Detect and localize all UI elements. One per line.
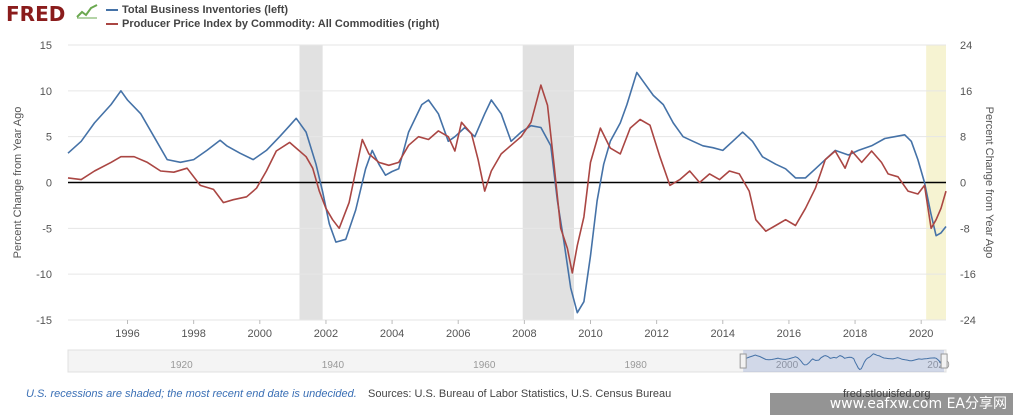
right-tick-label: -8 [960, 223, 970, 235]
x-tick-label: 2018 [843, 328, 867, 340]
navigator-series [743, 353, 945, 371]
legend-item[interactable]: Producer Price Index by Commodity: All C… [106, 17, 439, 31]
right-tick-label: 16 [960, 86, 972, 98]
left-tick-label: -10 [36, 269, 52, 281]
legend-swatch-ppi [106, 23, 118, 25]
sources-text: Sources: U.S. Bureau of Labor Statistics… [368, 388, 672, 400]
right-tick-label: -24 [960, 315, 976, 327]
x-tick-label: 2000 [248, 328, 272, 340]
series-line-inventories[interactable] [67, 71, 947, 314]
navigator-label: 1960 [473, 360, 496, 371]
right-tick-label: 8 [960, 132, 966, 144]
legend-label-inventories: Total Business Inventories (left) [122, 4, 289, 16]
x-tick-label: 2010 [578, 328, 602, 340]
x-tick-label: 2004 [380, 328, 404, 340]
chart-legend: Total Business Inventories (left) Produc… [106, 3, 439, 31]
recession-note: U.S. recessions are shaded; the most rec… [26, 388, 357, 400]
navigator-label: 2000 [776, 360, 799, 371]
navigator-label: 1980 [625, 360, 648, 371]
series-line-ppi[interactable] [67, 84, 947, 274]
left-tick-label: -5 [42, 223, 52, 235]
left-tick-label: 5 [46, 132, 52, 144]
navigator-label: 1940 [322, 360, 345, 371]
right-axis-title: Percent Change from Year Ago [983, 107, 995, 259]
chart-header: FRED Total Business Inventories (left) P… [0, 0, 1013, 34]
left-tick-label: 10 [40, 86, 52, 98]
fred-chart-icon [76, 4, 98, 19]
right-tick-label: 0 [960, 178, 966, 190]
legend-label-ppi: Producer Price Index by Commodity: All C… [122, 18, 440, 30]
x-tick-label: 2014 [711, 328, 735, 340]
left-axis-title: Percent Change from Year Ago [12, 107, 24, 259]
x-tick-label: 1996 [115, 328, 139, 340]
navigator-label: 1920 [170, 360, 193, 371]
x-tick-label: 2002 [314, 328, 338, 340]
navigator-handle-left[interactable] [739, 353, 747, 369]
legend-item[interactable]: Total Business Inventories (left) [106, 3, 439, 17]
x-tick-label: 1998 [181, 328, 205, 340]
x-tick-label: 2020 [909, 328, 933, 340]
fred-logo[interactable]: FRED [6, 2, 66, 26]
navigator-selection [743, 350, 945, 372]
navigator-label: 2020 [927, 360, 950, 371]
right-tick-label: 24 [960, 40, 972, 52]
left-tick-label: 0 [46, 178, 52, 190]
x-tick-label: 2016 [777, 328, 801, 340]
x-tick-label: 2008 [512, 328, 536, 340]
navigator-handle-right[interactable] [940, 353, 948, 369]
chart-area[interactable]: 15 10 5 0 -5 -10 -15 24 16 8 0 -8 -16 -24 1996 1998 2000… [0, 0, 1013, 386]
legend-swatch-inventories [106, 9, 118, 11]
x-tick-label: 2006 [446, 328, 470, 340]
left-tick-label: -15 [36, 315, 52, 327]
right-tick-label: -16 [960, 269, 976, 281]
watermark-banner: www.eafxw.com EA分享网 [770, 393, 1013, 415]
left-tick-label: 15 [40, 40, 52, 52]
x-tick-label: 2012 [644, 328, 668, 340]
